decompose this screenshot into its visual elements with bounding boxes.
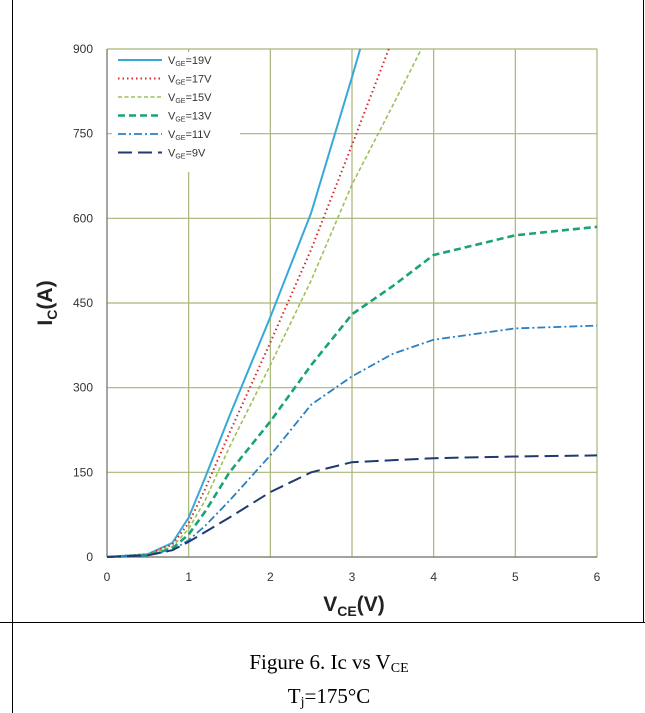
series-line-2 xyxy=(107,48,390,558)
y-tick-label: 750 xyxy=(73,127,93,141)
figure-caption: Figure 6. Ic vs VCE xyxy=(249,650,409,676)
y-tick-label: 450 xyxy=(73,296,93,310)
x-tick-label: 3 xyxy=(349,570,356,584)
legend-label: VGE=17V xyxy=(168,74,212,87)
x-tick-label: 2 xyxy=(267,570,274,584)
figure-condition: Tj=175°C xyxy=(287,684,371,710)
series-line-4 xyxy=(107,225,598,558)
legend-box xyxy=(112,52,240,172)
x-tick-label: 1 xyxy=(185,570,192,584)
table-row-divider xyxy=(0,622,645,623)
legend-label: VGE=13V xyxy=(168,111,212,124)
y-tick-label: 300 xyxy=(73,381,93,395)
y-tick-label: 900 xyxy=(73,42,93,56)
series-line-3 xyxy=(107,48,423,558)
y-tick-label: 0 xyxy=(86,550,93,564)
legend-label: VGE=19V xyxy=(168,55,212,68)
legend-label: VGE=15V xyxy=(168,92,212,105)
x-tick-label: 4 xyxy=(430,570,437,584)
y-axis-label: IC(A) xyxy=(34,280,60,325)
x-axis-label: VCE(V) xyxy=(323,593,384,619)
x-tick-label: 6 xyxy=(594,570,601,584)
table-border-left xyxy=(12,0,13,713)
legend-label: VGE=9V xyxy=(168,148,206,161)
x-tick-label: 5 xyxy=(512,570,519,584)
table-border-right xyxy=(643,0,644,622)
y-tick-label: 600 xyxy=(73,211,93,225)
ic-vs-vce-chart: 0 150 300 450 600 750 900 0 1 2 3 4 5 6 VGE=19V VGE=17… xyxy=(34,42,601,619)
x-tick-label: 0 xyxy=(104,570,111,584)
y-tick-label: 150 xyxy=(73,465,93,479)
legend-label: VGE=11V xyxy=(168,129,211,142)
